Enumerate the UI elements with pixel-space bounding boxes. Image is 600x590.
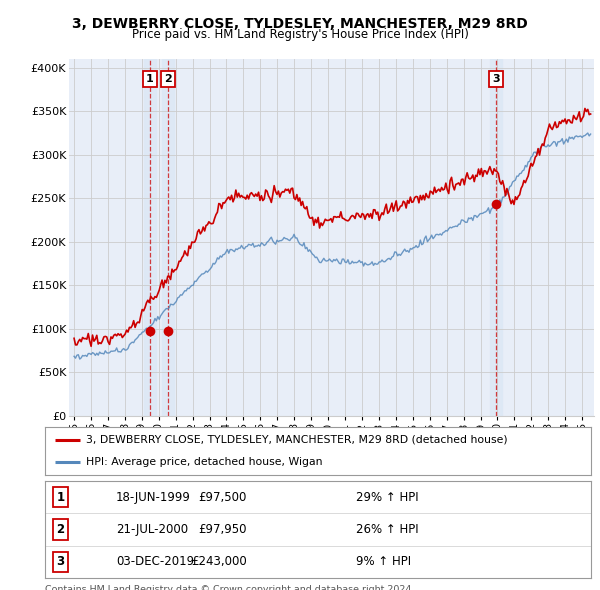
Text: 1: 1 xyxy=(56,490,64,504)
Text: 3, DEWBERRY CLOSE, TYLDESLEY, MANCHESTER, M29 8RD (detached house): 3, DEWBERRY CLOSE, TYLDESLEY, MANCHESTER… xyxy=(86,435,508,445)
Bar xyxy=(162,59,174,416)
Text: 1: 1 xyxy=(146,74,154,84)
Text: 29% ↑ HPI: 29% ↑ HPI xyxy=(356,490,419,504)
Text: £97,500: £97,500 xyxy=(199,490,247,504)
Text: 2: 2 xyxy=(56,523,64,536)
Text: £97,950: £97,950 xyxy=(199,523,247,536)
Text: 3: 3 xyxy=(493,74,500,84)
Text: 9% ↑ HPI: 9% ↑ HPI xyxy=(356,555,412,569)
Text: 21-JUL-2000: 21-JUL-2000 xyxy=(116,523,188,536)
Text: £243,000: £243,000 xyxy=(191,555,247,569)
Text: 2: 2 xyxy=(164,74,172,84)
Bar xyxy=(143,59,155,416)
Text: 18-JUN-1999: 18-JUN-1999 xyxy=(116,490,191,504)
Text: 3, DEWBERRY CLOSE, TYLDESLEY, MANCHESTER, M29 8RD: 3, DEWBERRY CLOSE, TYLDESLEY, MANCHESTER… xyxy=(72,17,528,31)
Text: HPI: Average price, detached house, Wigan: HPI: Average price, detached house, Wiga… xyxy=(86,457,322,467)
Text: 26% ↑ HPI: 26% ↑ HPI xyxy=(356,523,419,536)
Text: Price paid vs. HM Land Registry's House Price Index (HPI): Price paid vs. HM Land Registry's House … xyxy=(131,28,469,41)
Bar xyxy=(490,59,502,416)
Text: 03-DEC-2019: 03-DEC-2019 xyxy=(116,555,194,569)
Text: 3: 3 xyxy=(56,555,64,569)
Text: Contains HM Land Registry data © Crown copyright and database right 2024.: Contains HM Land Registry data © Crown c… xyxy=(45,585,415,590)
